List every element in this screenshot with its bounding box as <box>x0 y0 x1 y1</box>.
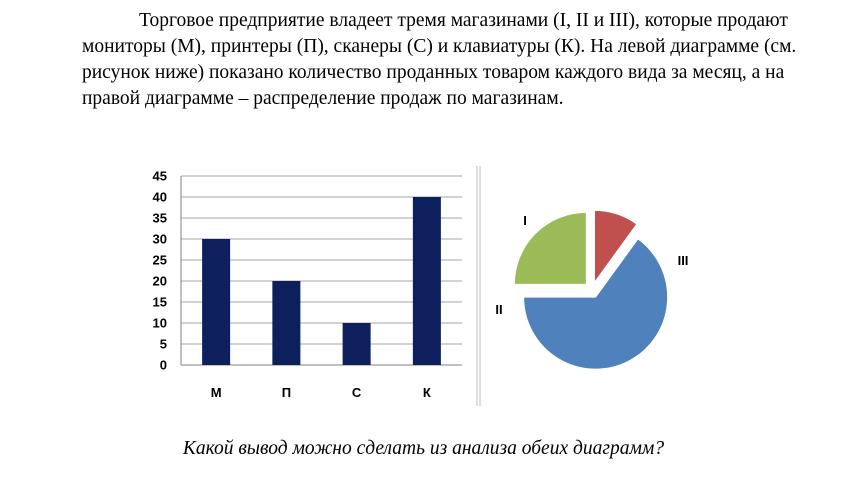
y-tick-label: 30 <box>153 232 167 247</box>
y-tick-label: 20 <box>153 274 167 289</box>
bar-С <box>342 323 371 365</box>
y-tick-label: 15 <box>153 295 167 310</box>
x-tick-label: П <box>282 385 291 400</box>
x-tick-label: М <box>211 385 222 400</box>
y-tick-label: 10 <box>153 316 167 331</box>
pie-label: II <box>495 302 502 317</box>
bar-К <box>412 197 441 365</box>
pie-slice-II <box>593 209 638 284</box>
bar-П <box>272 281 301 365</box>
y-tick-label: 0 <box>160 358 167 373</box>
bar-chart: 0 5 10 15 20 25 30 35 40 45 М П С К <box>153 169 462 400</box>
y-tick-label: 45 <box>153 169 167 184</box>
intro-paragraph: Торговое предприятие владеет тремя магаз… <box>82 10 797 109</box>
question-text: Какой вывод можно сделать из анализа обе… <box>182 438 665 459</box>
pie-label: III <box>678 253 689 268</box>
pie-slice-I <box>513 211 587 285</box>
y-tick-label: 25 <box>153 253 167 268</box>
bar-М <box>202 239 231 365</box>
pie-label: I <box>523 213 527 228</box>
y-tick-label: 5 <box>160 337 167 352</box>
y-tick-label: 40 <box>153 190 167 205</box>
y-tick-label: 35 <box>153 211 167 226</box>
x-tick-label: С <box>352 385 362 400</box>
x-tick-label: К <box>423 385 431 400</box>
pie-slice-III <box>523 238 669 370</box>
